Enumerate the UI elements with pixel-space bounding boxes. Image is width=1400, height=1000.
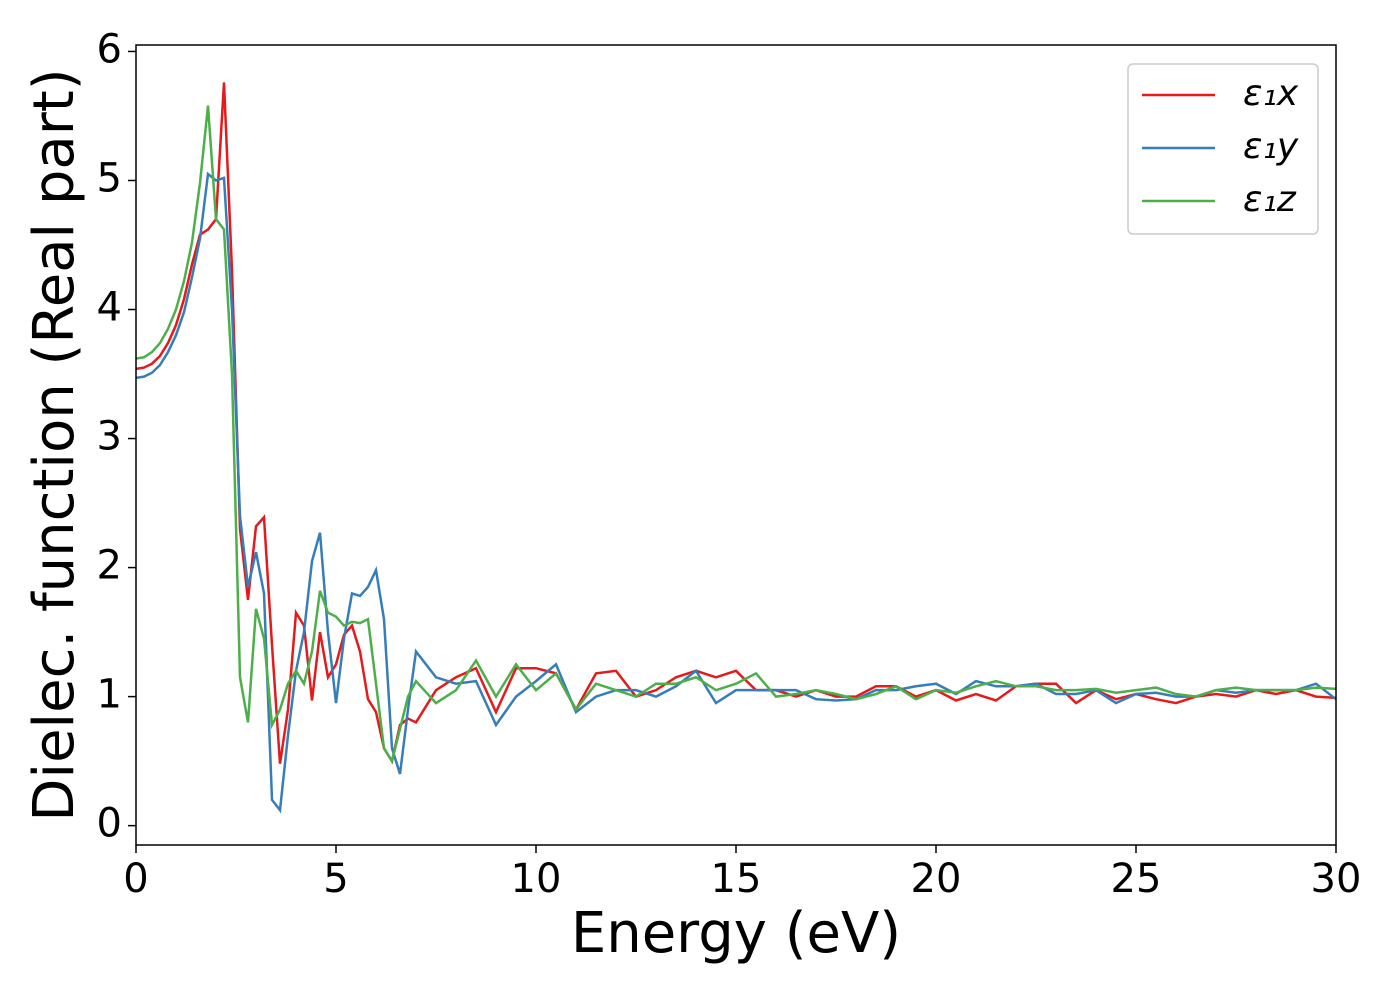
- plot-frame: [135, 44, 1337, 846]
- x-tick-label: 30: [1311, 856, 1362, 902]
- y-tick-label: 3: [97, 414, 122, 460]
- x-tick-label: 10: [511, 856, 562, 902]
- series-line: [135, 171, 1337, 814]
- x-tick-label: 5: [323, 856, 348, 902]
- series-line: [135, 105, 1337, 765]
- y-tick-label: 0: [97, 801, 122, 847]
- x-tick-label: 20: [911, 856, 962, 902]
- y-axis-label: Dielec. function (Real part): [22, 68, 87, 821]
- legend-label: ε₁z: [1243, 179, 1297, 220]
- x-tick-label: 15: [711, 856, 762, 902]
- legend-box: [1127, 63, 1319, 235]
- legend-label: ε₁x: [1243, 73, 1299, 114]
- y-tick-label: 5: [97, 155, 122, 201]
- x-tick-label: 0: [123, 856, 148, 902]
- y-tick-label: 4: [97, 285, 122, 331]
- x-tick-label: 25: [1111, 856, 1162, 902]
- y-tick-label: 2: [97, 543, 122, 589]
- legend-label: ε₁y: [1243, 126, 1299, 167]
- x-axis-label: Energy (eV): [571, 901, 901, 966]
- y-tick-label: 6: [97, 26, 122, 72]
- y-tick-label: 1: [97, 672, 122, 718]
